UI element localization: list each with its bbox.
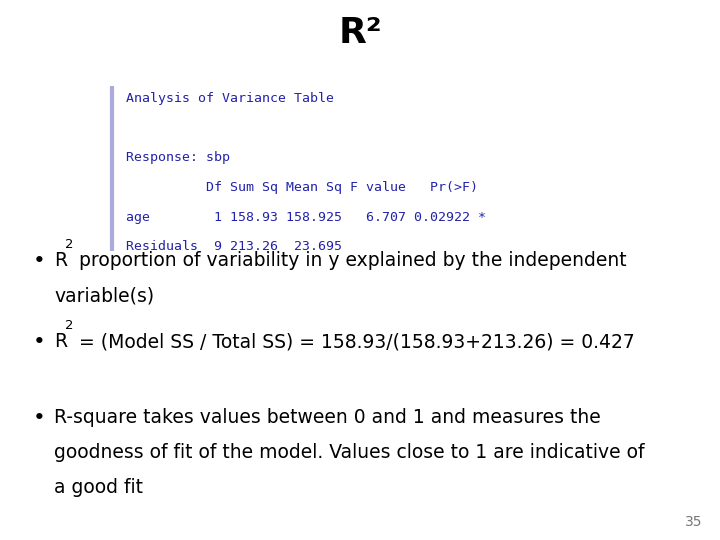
Text: R²: R²	[338, 16, 382, 50]
Text: variable(s): variable(s)	[54, 286, 154, 305]
Text: 2: 2	[66, 319, 73, 332]
Text: R: R	[54, 251, 67, 270]
Text: R-square takes values between 0 and 1 and measures the: R-square takes values between 0 and 1 an…	[54, 408, 600, 427]
Text: R: R	[54, 332, 67, 351]
Text: 2: 2	[66, 238, 73, 251]
Text: a good fit: a good fit	[54, 478, 143, 497]
Text: •: •	[33, 408, 46, 428]
Text: age        1 158.93 158.925   6.707 0.02922 *: age 1 158.93 158.925 6.707 0.02922 *	[126, 211, 486, 224]
Text: Response: sbp: Response: sbp	[126, 151, 230, 164]
Text: = (Model SS / Total SS) = 158.93/(158.93+213.26) = 0.427: = (Model SS / Total SS) = 158.93/(158.93…	[73, 332, 635, 351]
Text: proportion of variability in y explained by the independent: proportion of variability in y explained…	[73, 251, 627, 270]
Text: 35: 35	[685, 515, 702, 529]
Text: Residuals  9 213.26  23.695: Residuals 9 213.26 23.695	[126, 240, 486, 253]
Text: •: •	[33, 332, 46, 352]
Text: goodness of fit of the model. Values close to 1 are indicative of: goodness of fit of the model. Values clo…	[54, 443, 644, 462]
Text: •: •	[33, 251, 46, 271]
Text: Analysis of Variance Table: Analysis of Variance Table	[126, 92, 334, 105]
Text: Df Sum Sq Mean Sq F value   Pr(>F): Df Sum Sq Mean Sq F value Pr(>F)	[126, 181, 494, 194]
